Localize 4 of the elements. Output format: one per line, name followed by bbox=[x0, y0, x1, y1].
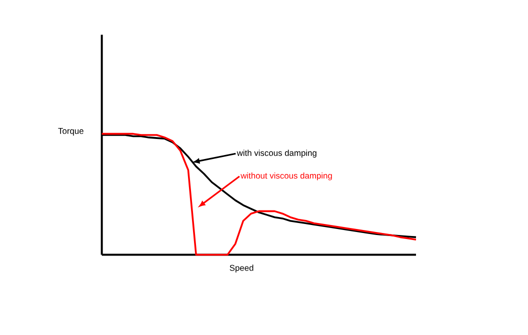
legend-label: with viscous damping bbox=[236, 150, 316, 158]
text: without viscous damping bbox=[240, 172, 332, 180]
y-axis-title: Torque bbox=[58, 128, 84, 136]
x-axis-title: Speed bbox=[230, 264, 254, 273]
